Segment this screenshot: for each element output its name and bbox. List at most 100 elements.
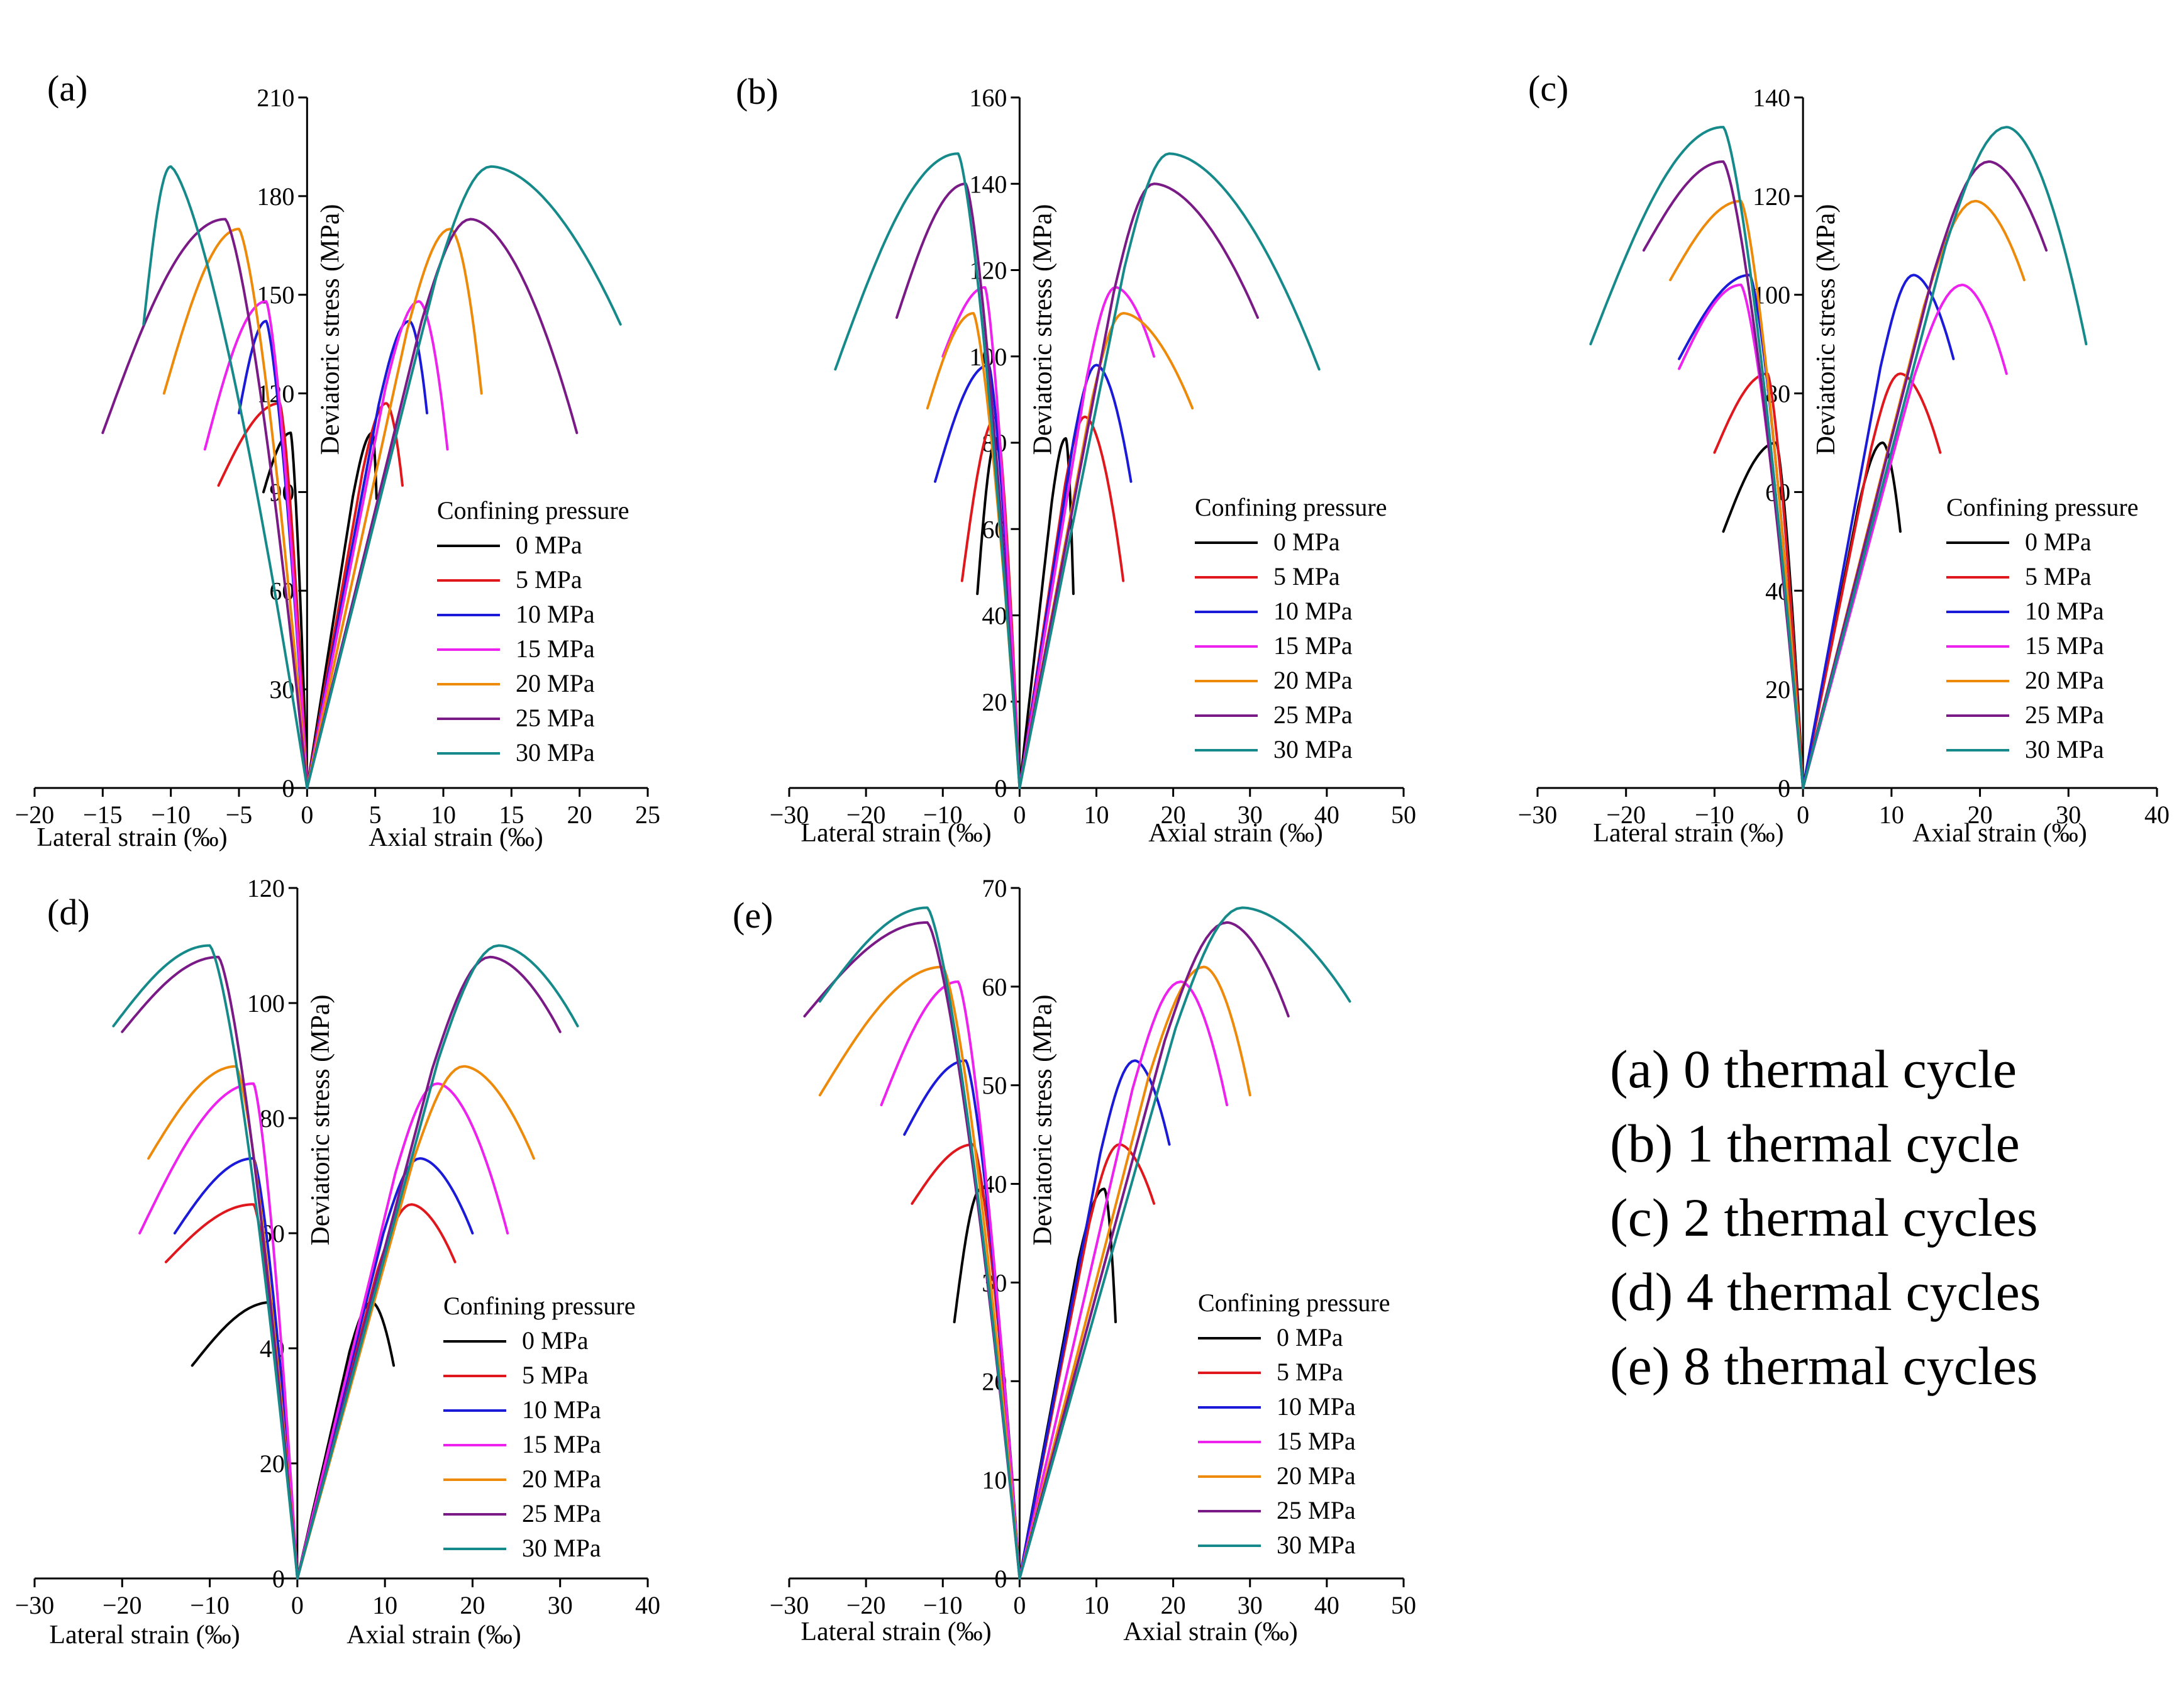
x-tick-label: 0 xyxy=(1797,801,1809,829)
x-axis-label-axial: Axial strain (‰) xyxy=(1148,819,1323,848)
x-tick-label: 10 xyxy=(1084,1591,1109,1619)
legend-item-label: 0 MPa xyxy=(2025,528,2092,556)
x-tick-label: 30 xyxy=(548,1591,573,1619)
y-tick-label: 50 xyxy=(982,1072,1007,1100)
y-tick-label: 180 xyxy=(257,182,294,211)
x-axis-label-lateral: Lateral strain (‰) xyxy=(49,1621,240,1650)
x-tick-label: 30 xyxy=(1238,801,1263,829)
panel-label: (b) xyxy=(736,71,779,112)
x-tick-label: 40 xyxy=(635,1591,660,1619)
panel-label: (e) xyxy=(733,895,773,936)
x-tick-label: 30 xyxy=(2056,801,2081,829)
x-tick-label: −10 xyxy=(190,1591,230,1619)
x-tick-label: 10 xyxy=(1879,801,1904,829)
y-tick-label: 120 xyxy=(1753,182,1790,211)
legend-item-label: 25 MPa xyxy=(1273,701,1353,729)
legend-item-label: 5 MPa xyxy=(522,1361,589,1389)
x-tick-label: −5 xyxy=(226,801,253,829)
y-tick-label: 0 xyxy=(272,1565,285,1593)
panel-label: (a) xyxy=(47,68,87,109)
legend-item-label: 20 MPa xyxy=(1277,1461,1356,1490)
legend-title: Confining pressure xyxy=(437,496,629,524)
x-axis-label-lateral: Lateral strain (‰) xyxy=(1593,819,1783,848)
x-tick-label: 10 xyxy=(372,1591,397,1619)
legend-item-label: 0 MPa xyxy=(1277,1323,1343,1351)
y-tick-label: 120 xyxy=(247,874,285,902)
legend-item-label: 5 MPa xyxy=(1277,1358,1343,1386)
legend-item-label: 20 MPa xyxy=(522,1465,601,1493)
series-line-25-mpa xyxy=(121,955,562,1580)
series-line-30-mpa xyxy=(112,944,579,1580)
y-axis-label: Deviatoric stress (MPa) xyxy=(1028,204,1057,455)
x-tick-label: 40 xyxy=(1314,1591,1339,1619)
x-axis-label-lateral: Lateral strain (‰) xyxy=(801,819,991,848)
x-axis-label-axial: Axial strain (‰) xyxy=(1912,819,2087,848)
x-tick-label: −10 xyxy=(923,1591,963,1619)
legend-title: Confining pressure xyxy=(1195,493,1387,521)
legend-item-label: 10 MPa xyxy=(1273,597,1353,625)
chart-panel: −30 −20 −10 0 10 20 30 40 5002040608010012014016… xyxy=(736,71,1416,848)
y-tick-label: 0 xyxy=(282,774,294,802)
y-tick-label: 210 xyxy=(257,84,294,112)
caption-d: (d) 4 thermal cycles xyxy=(1610,1262,2041,1322)
chart-panel: −30 −20 −10 0 10 20 30 40 50010203040506070Devia… xyxy=(733,874,1416,1646)
legend-item-label: 10 MPa xyxy=(2025,597,2104,625)
x-tick-label: 40 xyxy=(2144,801,2170,829)
y-tick-label: 0 xyxy=(994,1565,1007,1593)
legend-item-label: 20 MPa xyxy=(1273,666,1353,694)
chart-panel: −30 −20 −10 0 10 20 30 40020406080100120140Devi… xyxy=(1518,68,2170,848)
y-tick-label: 40 xyxy=(982,602,1007,630)
x-tick-label: −20 xyxy=(103,1591,142,1619)
x-axis-label-axial: Axial strain (‰) xyxy=(369,823,543,852)
x-tick-label: 40 xyxy=(1314,801,1339,829)
series-line-25-mpa xyxy=(895,182,1259,789)
legend-item-label: 20 MPa xyxy=(516,669,595,697)
caption-b: (b) 1 thermal cycle xyxy=(1610,1113,2020,1173)
legend-item-label: 25 MPa xyxy=(1277,1496,1356,1524)
x-tick-label: 20 xyxy=(1161,1591,1186,1619)
x-tick-label: −30 xyxy=(15,1591,55,1619)
x-tick-label: 20 xyxy=(1968,801,1993,829)
chart-panel: −30 −20 −10 0 10 20 30 40020406080100120Deviato… xyxy=(15,874,660,1650)
legend-item-label: 10 MPa xyxy=(522,1395,601,1424)
x-tick-label: −10 xyxy=(923,801,963,829)
y-tick-label: 20 xyxy=(260,1450,285,1478)
legend-item-label: 0 MPa xyxy=(522,1326,589,1355)
legend-item-label: 15 MPa xyxy=(516,635,595,663)
y-tick-label: 0 xyxy=(1778,774,1790,802)
x-tick-label: 15 xyxy=(499,801,524,829)
legend-item-label: 0 MPa xyxy=(1273,528,1340,556)
x-tick-label: −15 xyxy=(83,801,123,829)
x-axis-label-lateral: Lateral strain (‰) xyxy=(36,823,227,852)
x-tick-label: 25 xyxy=(635,801,660,829)
x-tick-label: 10 xyxy=(1084,801,1109,829)
legend-item-label: 25 MPa xyxy=(516,704,595,732)
legend-item-label: 10 MPa xyxy=(1277,1392,1356,1421)
y-tick-label: 100 xyxy=(247,989,285,1018)
legend-item-label: 15 MPa xyxy=(1273,631,1353,660)
legend-item-label: 30 MPa xyxy=(1277,1531,1356,1559)
y-tick-label: 60 xyxy=(982,973,1007,1001)
y-tick-label: 140 xyxy=(969,170,1007,198)
x-tick-label: −10 xyxy=(151,801,191,829)
chart-panel: −20 −15 −10 −5 0 5 10 15 20 250306090120150180210… xyxy=(15,68,660,852)
caption-a: (a) 0 thermal cycle xyxy=(1610,1039,2017,1099)
x-tick-label: 5 xyxy=(369,801,382,829)
y-tick-label: 80 xyxy=(260,1104,285,1133)
series-line-30-mpa xyxy=(834,152,1321,789)
legend-item-label: 25 MPa xyxy=(522,1499,601,1528)
y-tick-label: 160 xyxy=(969,84,1007,112)
legend-item-label: 30 MPa xyxy=(1273,735,1353,763)
x-axis-label-lateral: Lateral strain (‰) xyxy=(801,1617,991,1646)
x-axis-label-axial: Axial strain (‰) xyxy=(1123,1617,1298,1646)
y-tick-label: 0 xyxy=(994,774,1007,802)
x-tick-label: −20 xyxy=(15,801,55,829)
x-tick-label: 0 xyxy=(1013,801,1026,829)
x-tick-label: 0 xyxy=(1013,1591,1026,1619)
legend-title: Confining pressure xyxy=(1946,493,2139,521)
y-tick-label: 20 xyxy=(1765,675,1790,704)
legend-item-label: 30 MPa xyxy=(522,1534,601,1562)
x-tick-label: −20 xyxy=(846,801,886,829)
legend-item-label: 10 MPa xyxy=(516,600,595,628)
